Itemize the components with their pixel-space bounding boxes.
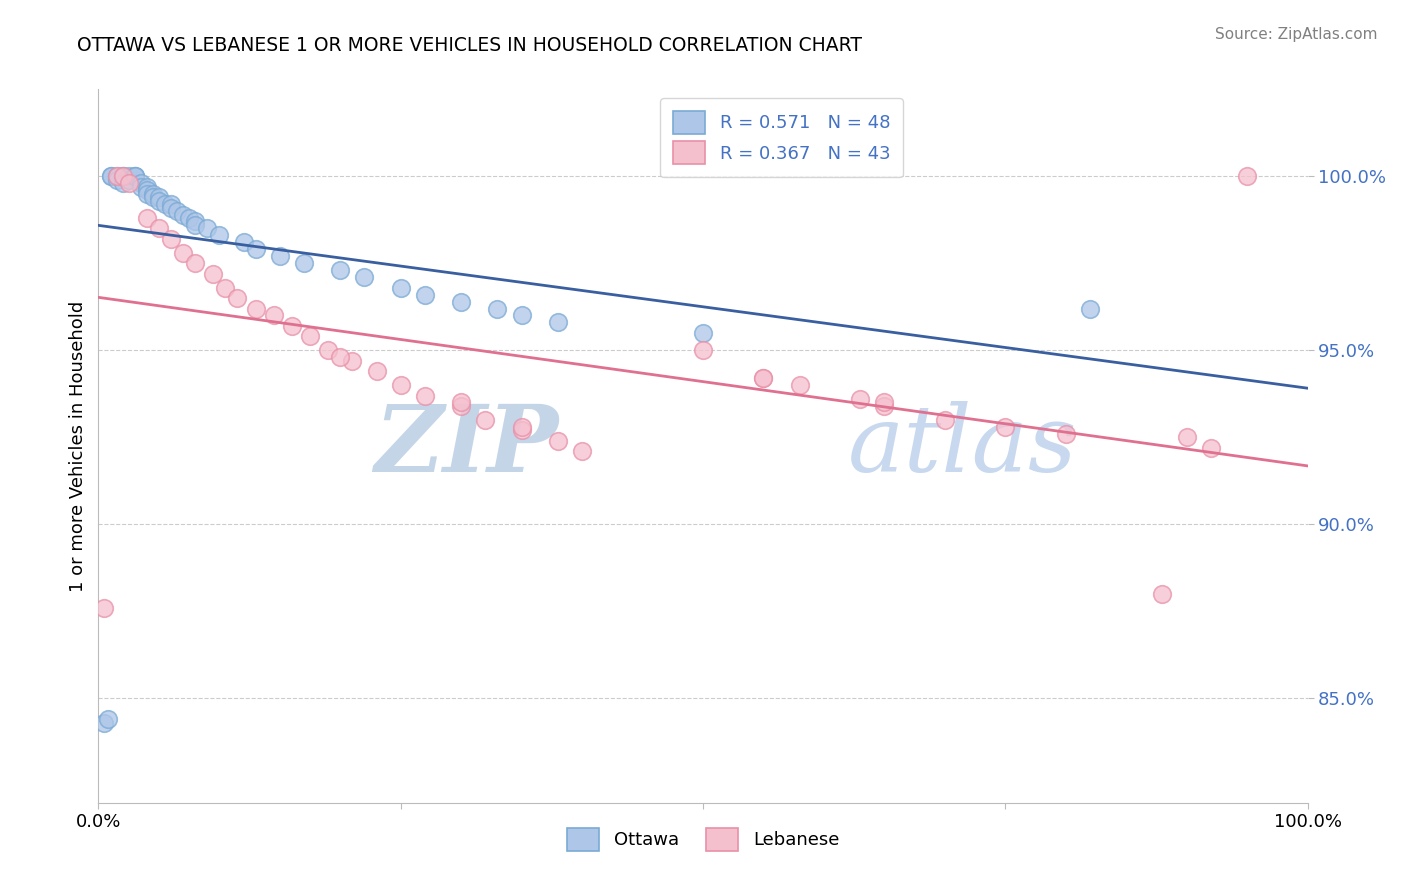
Point: [245, 243, 267, 257]
Point: [105, 172, 128, 186]
Point: [1175, 430, 1198, 444]
Point: [873, 399, 896, 413]
Point: [269, 249, 291, 263]
Point: [111, 169, 134, 184]
Text: ZIP: ZIP: [374, 401, 558, 491]
Point: [450, 294, 472, 309]
Point: [129, 176, 152, 190]
Point: [226, 291, 249, 305]
Point: [166, 204, 188, 219]
Point: [172, 207, 194, 221]
Point: [510, 420, 533, 434]
Point: [413, 388, 436, 402]
Point: [142, 190, 165, 204]
Point: [510, 423, 533, 437]
Point: [692, 343, 714, 358]
Point: [329, 263, 352, 277]
Point: [202, 267, 225, 281]
Point: [245, 301, 267, 316]
Point: [232, 235, 254, 250]
Point: [353, 270, 375, 285]
Point: [934, 413, 956, 427]
Point: [135, 211, 157, 225]
Point: [184, 256, 207, 270]
Point: [118, 169, 141, 184]
Text: OTTAWA VS LEBANESE 1 OR MORE VEHICLES IN HOUSEHOLD CORRELATION CHART: OTTAWA VS LEBANESE 1 OR MORE VEHICLES IN…: [77, 36, 862, 54]
Point: [994, 420, 1017, 434]
Point: [111, 169, 134, 184]
Point: [450, 399, 472, 413]
Point: [184, 218, 207, 232]
Point: [208, 228, 231, 243]
Point: [486, 301, 509, 316]
Point: [153, 197, 176, 211]
Text: atlas: atlas: [848, 401, 1077, 491]
Point: [214, 280, 236, 294]
Point: [752, 371, 775, 385]
Point: [1236, 169, 1258, 184]
Point: [100, 169, 122, 184]
Point: [160, 201, 183, 215]
Point: [752, 371, 775, 385]
Point: [97, 712, 120, 726]
Point: [789, 378, 811, 392]
Point: [510, 309, 533, 323]
Legend: Ottawa, Lebanese: Ottawa, Lebanese: [560, 821, 846, 858]
Point: [692, 326, 714, 340]
Point: [342, 353, 364, 368]
Point: [1054, 426, 1077, 441]
Point: [292, 256, 315, 270]
Point: [184, 214, 207, 228]
Point: [160, 232, 183, 246]
Point: [1078, 301, 1101, 316]
Point: [299, 329, 322, 343]
Point: [135, 179, 157, 194]
Point: [263, 309, 285, 323]
Point: [105, 169, 128, 184]
Point: [135, 183, 157, 197]
Point: [389, 378, 412, 392]
Text: Source: ZipAtlas.com: Source: ZipAtlas.com: [1215, 27, 1378, 42]
Point: [148, 190, 170, 204]
Point: [172, 245, 194, 260]
Point: [111, 176, 134, 190]
Point: [547, 315, 569, 329]
Point: [450, 395, 472, 409]
Y-axis label: 1 or more Vehicles in Household: 1 or more Vehicles in Household: [69, 301, 87, 591]
Point: [129, 179, 152, 194]
Point: [118, 176, 141, 190]
Point: [148, 194, 170, 208]
Point: [366, 364, 388, 378]
Point: [160, 197, 183, 211]
Point: [118, 172, 141, 186]
Point: [124, 169, 146, 184]
Point: [281, 318, 304, 333]
Point: [316, 343, 339, 358]
Point: [389, 280, 412, 294]
Point: [111, 169, 134, 184]
Point: [849, 392, 872, 406]
Point: [329, 350, 352, 364]
Point: [571, 444, 593, 458]
Point: [100, 169, 122, 184]
Point: [195, 221, 218, 235]
Point: [105, 169, 128, 184]
Point: [93, 600, 115, 615]
Point: [124, 169, 146, 184]
Point: [1152, 587, 1174, 601]
Point: [148, 221, 170, 235]
Point: [873, 395, 896, 409]
Point: [135, 186, 157, 201]
Point: [142, 186, 165, 201]
Point: [124, 169, 146, 184]
Point: [93, 715, 115, 730]
Point: [474, 413, 496, 427]
Point: [547, 434, 569, 448]
Point: [1199, 441, 1222, 455]
Point: [413, 287, 436, 301]
Point: [179, 211, 201, 225]
